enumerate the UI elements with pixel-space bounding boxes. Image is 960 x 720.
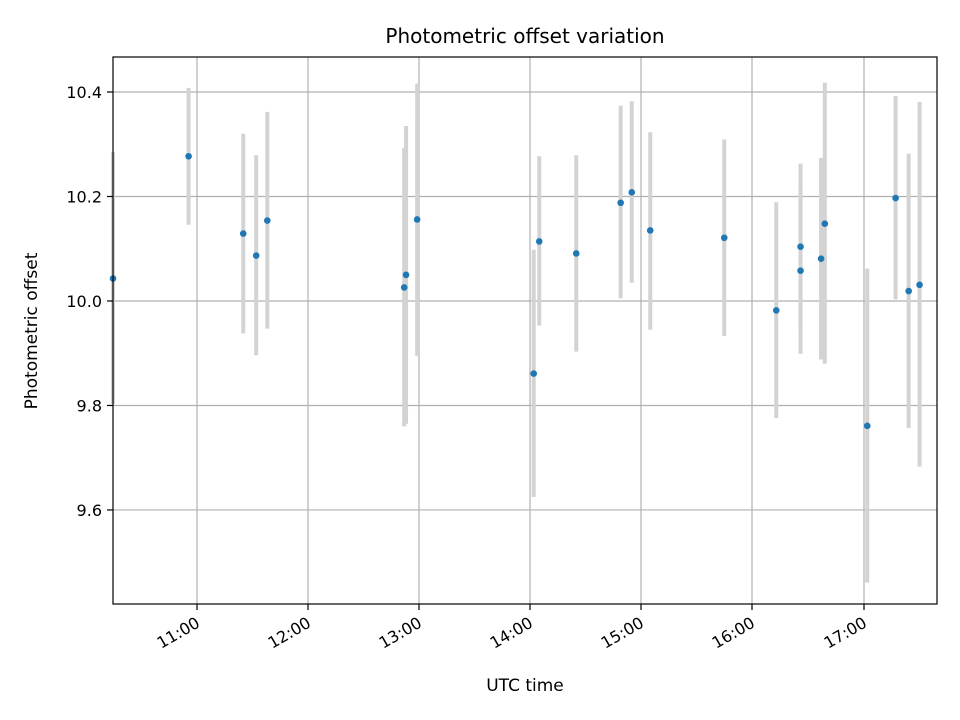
data-point bbox=[572, 250, 580, 257]
data-point bbox=[252, 252, 260, 259]
data-point bbox=[817, 255, 825, 262]
data-point bbox=[185, 152, 192, 160]
data-point bbox=[720, 234, 728, 242]
y-tick-label: 9.8 bbox=[77, 396, 102, 415]
y-axis-ticks: 9.6 9.8 10.0 10.2 10.4 bbox=[66, 83, 113, 520]
data-point bbox=[772, 307, 780, 314]
chart-title: Photometric offset variation bbox=[385, 24, 664, 48]
data-point bbox=[892, 194, 899, 202]
data-point bbox=[797, 243, 804, 250]
data-points bbox=[109, 152, 923, 430]
data-point bbox=[646, 227, 654, 234]
data-point bbox=[905, 287, 912, 295]
data-point bbox=[402, 271, 410, 279]
data-point bbox=[916, 281, 923, 289]
data-point bbox=[797, 267, 804, 274]
data-point bbox=[535, 238, 543, 245]
y-tick-label: 9.6 bbox=[77, 501, 102, 520]
y-axis-label: Photometric offset bbox=[22, 252, 42, 409]
data-point bbox=[863, 422, 871, 430]
y-tick-label: 10.0 bbox=[66, 292, 102, 311]
data-point bbox=[628, 189, 636, 196]
data-point bbox=[400, 284, 408, 291]
data-point bbox=[530, 370, 537, 377]
data-point bbox=[617, 199, 624, 207]
y-tick-label: 10.4 bbox=[66, 83, 102, 102]
plot-area-frame bbox=[112, 56, 938, 605]
y-tick-label: 10.2 bbox=[66, 187, 102, 206]
data-point bbox=[239, 230, 247, 237]
data-point bbox=[413, 216, 421, 223]
data-point bbox=[264, 217, 271, 224]
x-axis-label: UTC time bbox=[486, 676, 564, 696]
data-point bbox=[821, 220, 829, 227]
